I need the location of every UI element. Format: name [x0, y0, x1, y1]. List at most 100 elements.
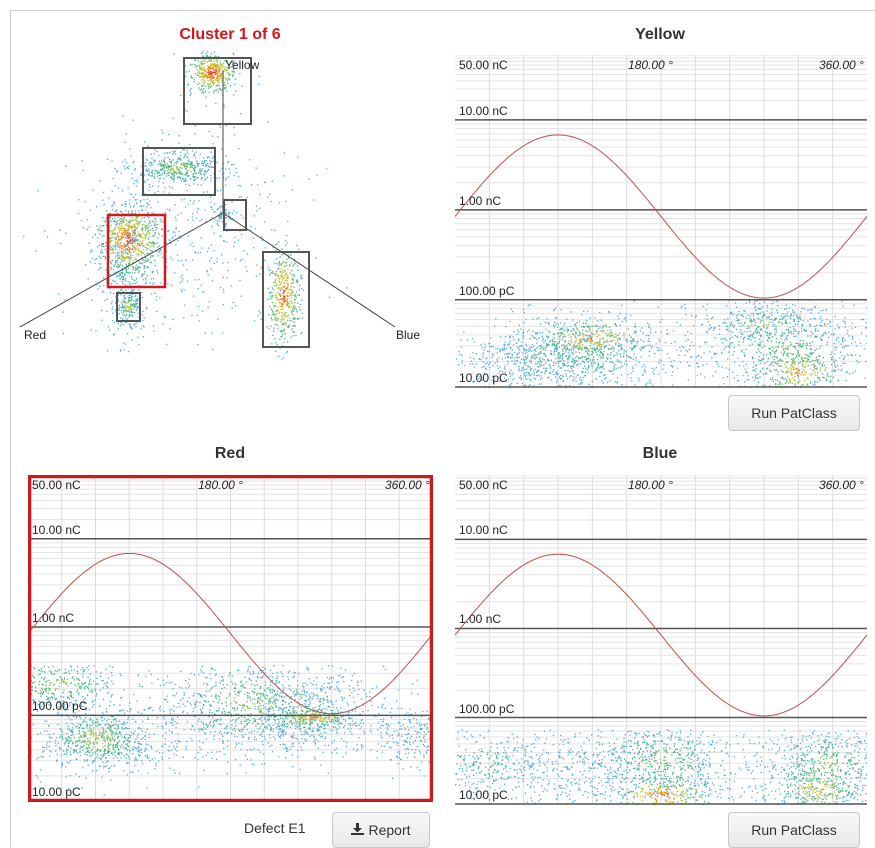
scatter-point	[153, 246, 154, 247]
scatter-point	[685, 314, 686, 315]
scatter-point	[215, 56, 216, 57]
scatter-point	[757, 344, 758, 345]
scatter-point	[820, 318, 821, 319]
scatter-point	[258, 84, 259, 85]
scatter-point	[737, 375, 738, 376]
scatter-point	[111, 263, 112, 264]
scatter-point	[650, 380, 651, 381]
scatter-point	[707, 304, 708, 305]
scatter-point	[835, 360, 836, 361]
scatter-point	[142, 297, 143, 298]
scatter-point	[545, 328, 546, 329]
scatter-point	[93, 190, 94, 191]
scatter-point	[774, 353, 775, 354]
scatter-point	[154, 178, 155, 179]
scatter-point	[109, 244, 110, 245]
scatter-point	[788, 356, 789, 357]
scatter-point	[137, 303, 138, 304]
scatter-point	[188, 160, 189, 161]
scatter-point	[769, 352, 770, 353]
scatter-point	[129, 249, 130, 250]
scatter-point	[144, 141, 145, 142]
scatter-point	[645, 366, 646, 367]
scatter-point	[511, 374, 512, 375]
scatter-point	[277, 324, 278, 325]
scatter-point	[792, 360, 793, 361]
scatter-point	[297, 156, 298, 157]
scatter-point	[284, 329, 285, 330]
scatter-point	[238, 185, 239, 186]
scatter-point	[119, 305, 120, 306]
scatter-point	[196, 69, 197, 70]
scatter-point	[610, 354, 611, 355]
scatter-point	[295, 335, 296, 336]
scatter-point	[203, 174, 204, 175]
scatter-point	[135, 270, 136, 271]
scatter-point	[148, 248, 149, 249]
scatter-point	[768, 358, 769, 359]
scatter-point	[123, 283, 124, 284]
scatter-point	[174, 171, 175, 172]
scatter-point	[146, 227, 147, 228]
scatter-point	[298, 270, 299, 271]
scatter-point	[634, 341, 635, 342]
scatter-point	[228, 78, 229, 79]
scatter-point	[188, 204, 189, 205]
scatter-point	[268, 299, 269, 300]
scatter-point	[284, 314, 285, 315]
scatter-point	[776, 363, 777, 364]
scatter-point	[809, 356, 810, 357]
scatter-point	[625, 339, 626, 340]
scatter-point	[769, 365, 770, 366]
scatter-point	[293, 306, 294, 307]
scatter-point	[122, 307, 123, 308]
scatter-point	[202, 168, 203, 169]
scatter-point	[135, 246, 136, 247]
cluster-plot[interactable]: Yellow Red Blue	[20, 50, 430, 360]
scatter-point	[180, 177, 181, 178]
scatter-point	[118, 246, 119, 247]
scatter-point	[115, 281, 116, 282]
scatter-point	[234, 175, 235, 176]
scatter-point	[185, 260, 186, 261]
scatter-point	[627, 355, 628, 356]
scatter-point	[220, 236, 221, 237]
scatter-point	[588, 367, 589, 368]
scatter-point	[706, 331, 707, 332]
scatter-point	[749, 327, 750, 328]
scatter-point	[505, 357, 506, 358]
scatter-point	[585, 356, 586, 357]
scatter-point	[625, 317, 626, 318]
scatter-point	[823, 377, 824, 378]
scatter-point	[135, 194, 136, 195]
scatter-point	[537, 363, 538, 364]
scatter-point	[648, 335, 649, 336]
scatter-point	[632, 368, 633, 369]
scatter-point	[223, 291, 224, 292]
scatter-point	[150, 246, 151, 247]
scatter-point	[489, 343, 490, 344]
scatter-point	[256, 168, 257, 169]
scatter-point	[581, 383, 582, 384]
scatter-point	[593, 359, 594, 360]
scatter-point	[131, 178, 132, 179]
scatter-point	[280, 256, 281, 257]
scatter-point	[574, 361, 575, 362]
scatter-point	[576, 327, 577, 328]
scatter-point	[519, 346, 520, 347]
scatter-point	[281, 324, 282, 325]
scatter-point	[539, 363, 540, 364]
scatter-point	[119, 223, 120, 224]
scatter-point	[552, 340, 553, 341]
scatter-point	[135, 295, 136, 296]
scatter-point	[124, 295, 125, 296]
scatter-point	[785, 348, 786, 349]
scatter-point	[292, 292, 293, 293]
scatter-point	[180, 178, 181, 179]
scatter-point	[577, 322, 578, 323]
scatter-point	[92, 258, 93, 259]
scatter-point	[291, 262, 292, 263]
scatter-point	[113, 231, 114, 232]
scatter-point	[276, 299, 277, 300]
